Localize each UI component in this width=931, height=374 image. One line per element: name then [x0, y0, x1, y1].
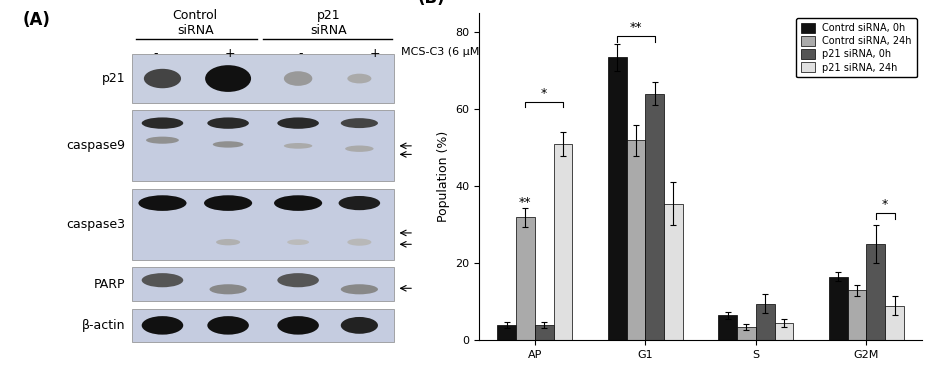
Ellipse shape [339, 196, 380, 210]
Ellipse shape [274, 195, 322, 211]
FancyBboxPatch shape [132, 309, 395, 342]
Text: -: - [154, 47, 158, 60]
Text: MCS-C3 (6 μM): MCS-C3 (6 μM) [401, 47, 484, 57]
Ellipse shape [347, 74, 371, 83]
Text: *: * [882, 198, 888, 211]
Ellipse shape [277, 316, 319, 335]
Text: **: ** [629, 21, 642, 34]
Text: caspase9: caspase9 [66, 140, 126, 152]
Ellipse shape [209, 284, 247, 294]
Ellipse shape [341, 317, 378, 334]
Text: (B): (B) [417, 0, 445, 6]
FancyBboxPatch shape [132, 110, 395, 181]
Ellipse shape [144, 69, 181, 88]
Bar [664, 204, 682, 340]
Bar [829, 277, 847, 340]
Text: (A): (A) [22, 11, 50, 29]
Ellipse shape [146, 137, 179, 144]
Ellipse shape [287, 239, 309, 245]
Bar [516, 217, 534, 340]
Bar [719, 315, 737, 340]
Text: **: ** [519, 196, 532, 209]
Text: p21
siRNA: p21 siRNA [310, 9, 347, 37]
FancyBboxPatch shape [132, 54, 395, 103]
Ellipse shape [213, 141, 243, 148]
Bar [497, 325, 516, 340]
Bar [608, 57, 627, 340]
Ellipse shape [284, 71, 312, 86]
FancyBboxPatch shape [132, 189, 395, 260]
Y-axis label: Population (%): Population (%) [437, 131, 450, 222]
Bar [885, 306, 904, 340]
Ellipse shape [341, 284, 378, 294]
Bar [534, 325, 554, 340]
Ellipse shape [208, 316, 249, 335]
Legend: Contrd siRNA, 0h, Contrd siRNA, 24h, p21 siRNA, 0h, p21 siRNA, 24h: Contrd siRNA, 0h, Contrd siRNA, 24h, p21… [796, 18, 917, 77]
Bar [645, 94, 664, 340]
Text: caspase3: caspase3 [66, 218, 126, 231]
Text: -: - [298, 47, 303, 60]
Ellipse shape [277, 273, 319, 287]
Ellipse shape [142, 316, 183, 335]
Bar [775, 323, 793, 340]
Ellipse shape [205, 65, 251, 92]
Ellipse shape [216, 239, 240, 245]
Bar [554, 144, 573, 340]
Ellipse shape [204, 195, 252, 211]
Ellipse shape [277, 117, 319, 129]
Ellipse shape [142, 117, 183, 129]
Ellipse shape [341, 118, 378, 128]
Ellipse shape [284, 143, 312, 149]
FancyBboxPatch shape [132, 267, 395, 301]
Text: +: + [225, 47, 236, 60]
Bar [756, 304, 775, 340]
Text: +: + [370, 47, 380, 60]
Bar [867, 244, 885, 340]
Bar [627, 140, 645, 340]
Text: Control
siRNA: Control siRNA [173, 9, 218, 37]
Ellipse shape [139, 195, 186, 211]
Bar [737, 327, 756, 340]
Text: PARP: PARP [94, 278, 126, 291]
Ellipse shape [208, 117, 249, 129]
Bar [847, 290, 867, 340]
Text: *: * [541, 87, 547, 100]
Ellipse shape [347, 239, 371, 246]
Ellipse shape [345, 145, 373, 152]
Ellipse shape [142, 273, 183, 287]
Text: β-actin: β-actin [82, 319, 126, 332]
Text: p21: p21 [101, 72, 126, 85]
